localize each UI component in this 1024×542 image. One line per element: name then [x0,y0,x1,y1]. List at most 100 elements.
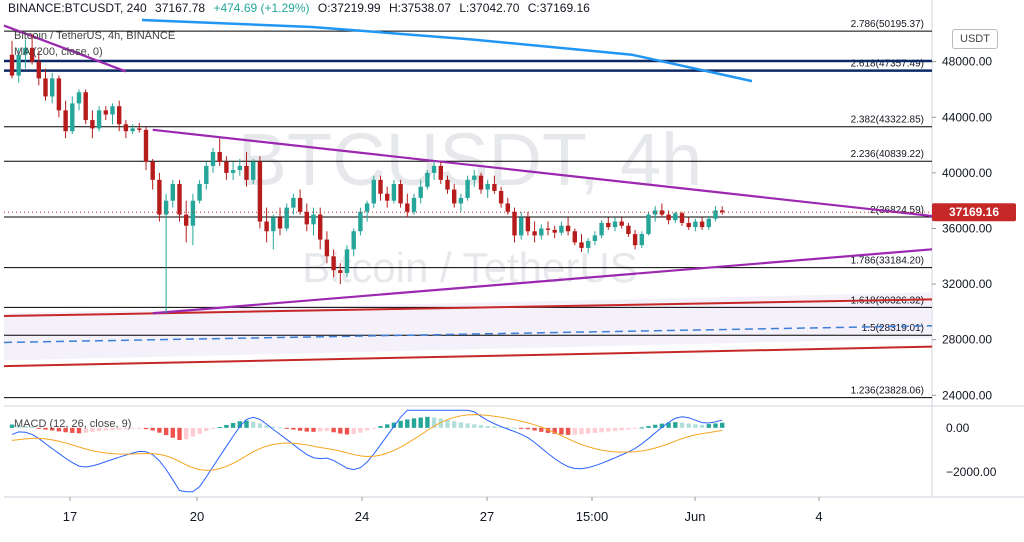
candle-body [170,184,175,201]
candle-body [56,78,62,111]
macd-histogram-bar [492,426,497,428]
candle-body [76,92,82,104]
candle-body [465,179,470,198]
macd-histogram-bar [713,423,718,428]
candle-body [706,218,711,228]
channel-midline [3,325,933,344]
ma-legend: MA (200, close, 0) [14,46,103,58]
macd-histogram-bar [472,424,477,428]
macd-histogram-bar [378,426,383,428]
macd-histogram-bar [257,423,263,428]
macd-histogram-bar [318,427,323,432]
time-tick-label: 17 [63,509,77,524]
current-price-label: 37169.16 [949,205,999,219]
candle-body [210,152,216,166]
candle-body [659,210,665,215]
macd-histogram-bar [29,426,35,428]
macd-histogram-bar [385,424,390,428]
candle-body [184,214,189,226]
macd-histogram-bar [297,427,303,431]
macd-histogram-bar [498,426,504,428]
price-tick-label: 28000.00 [942,333,992,347]
candle-body [43,78,48,97]
candle-body [237,165,242,171]
macd-histogram-bar [16,425,21,428]
candle-body [177,184,182,215]
fib-label-2-618: 2.618(47357.49) [851,59,924,70]
macd-histogram-bar [485,425,490,428]
candle-body [304,211,309,225]
candle-body [70,103,75,132]
candle-body [405,203,410,212]
macd-histogram-bar [438,418,443,428]
macd-histogram-bar [572,427,577,435]
macd-histogram-bar [291,427,296,430]
trendline-upper [152,128,933,218]
candle-body [418,186,423,198]
macd-histogram-bar [338,427,343,434]
candle-body [130,128,135,132]
macd-histogram-bar [699,424,705,428]
macd-histogram-bar [264,425,269,428]
macd-histogram-bar [163,427,169,436]
candle-body [358,211,363,232]
macd-histogram-bar [204,427,209,432]
price-tick-label: 36000.00 [942,221,992,235]
time-tick-label: Jun [685,509,706,524]
candle-body [338,270,343,273]
candle-body [532,231,537,236]
candle-body [639,234,644,246]
candle-body [83,92,88,121]
candle-body [284,207,289,229]
candle-body [579,242,584,248]
candle-body [632,234,638,246]
macd-histogram-bar [277,427,283,429]
candle-body [539,228,544,236]
candle-body [586,240,591,248]
macd-histogram-bar [599,427,604,433]
fib-label-1-5: 1.5(28319.01) [862,323,924,334]
macd-histogram-bar [693,424,698,428]
macd-histogram-bar [445,419,450,428]
macd-histogram-bar [170,427,175,438]
macd-histogram-bar [150,427,155,431]
macd-histogram-bar [666,422,671,428]
support-line-lower [3,345,933,368]
candle-body [371,179,376,204]
macd-histogram-bar [324,427,330,431]
candle-body [50,78,55,97]
candle-body [699,221,705,228]
macd-histogram-bar [458,422,464,428]
macd-histogram-bar [123,427,129,430]
time-tick-label: 27 [480,509,494,524]
macd-histogram-bar [612,427,618,431]
candle-body [63,110,68,132]
macd-histogram-bar [659,423,665,428]
macd-histogram-bar [639,427,644,429]
candle-body [23,47,28,55]
current-price-tag [932,203,1016,222]
candle-body [612,221,618,228]
macd-histogram-bar [371,427,376,429]
candle-body [565,225,571,232]
macd-histogram-bar [425,416,430,428]
candle-body [545,228,551,230]
macd-histogram-bar [398,420,403,428]
fib-label-2-786: 2.786(50195.37) [851,19,924,30]
macd-histogram-bar [525,427,531,430]
price-tick-label: 44000.00 [942,110,992,124]
candle-body [29,47,35,62]
candle-body [16,54,21,76]
candle-body [693,221,698,228]
candle-body [251,161,256,180]
macd-histogram-bar [304,427,309,432]
macd-histogram-bar [405,419,410,428]
chart-header: BINANCE:BTCUSDT, 240 37167.78 +474.69 (+… [8,1,595,15]
candle-body [646,214,651,235]
macd-histogram-bar [545,427,551,433]
currency-unit-button[interactable]: USDT [952,29,998,49]
candle-body [391,184,397,201]
fib-label-2: 2(36824.59) [870,205,924,216]
